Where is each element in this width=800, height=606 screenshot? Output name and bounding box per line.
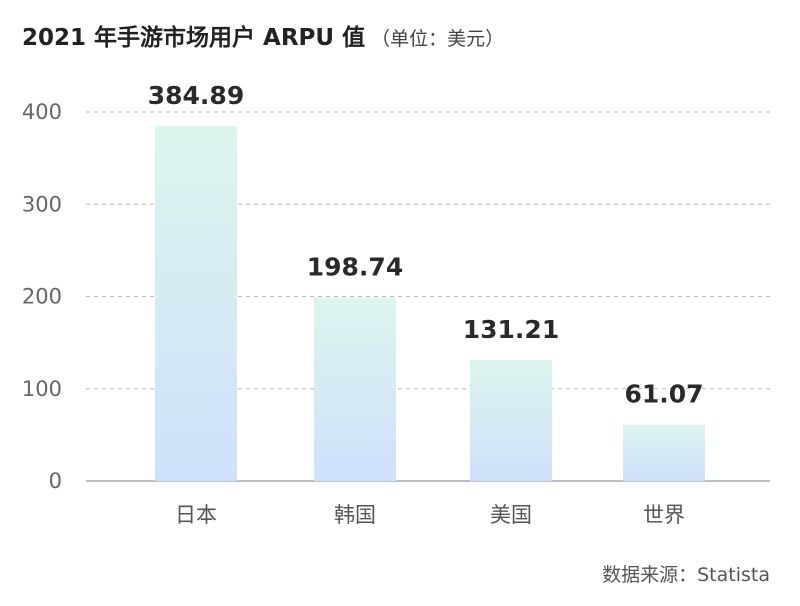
- y-axis-ticks: 0 100 200 300 400: [22, 100, 62, 493]
- y-tick-label: 0: [49, 469, 62, 493]
- y-tick-label: 100: [22, 377, 62, 401]
- chart-title: 2021 年手游市场用户 ARPU 值: [22, 25, 366, 51]
- y-tick-label: 300: [22, 192, 62, 216]
- x-category-label: 美国: [490, 503, 532, 527]
- bars: [155, 125, 705, 482]
- y-tick-label: 400: [22, 100, 62, 124]
- bar: [155, 125, 237, 482]
- data-label: 131.21: [463, 315, 559, 344]
- bar: [470, 359, 552, 481]
- chart-subtitle: （单位：美元）: [371, 28, 505, 50]
- source-note: 数据来源：Statista: [602, 564, 770, 586]
- y-tick-label: 200: [22, 285, 62, 309]
- x-category-label: 世界: [643, 503, 685, 527]
- x-category-label: 韩国: [334, 503, 376, 527]
- bar: [314, 297, 396, 481]
- bar: [623, 424, 705, 481]
- data-label: 198.74: [307, 253, 403, 282]
- data-label: 384.89: [148, 81, 244, 110]
- x-axis-categories: 日本 韩国 美国 世界: [175, 503, 685, 527]
- data-label: 61.07: [624, 380, 703, 409]
- chart-title-row: 2021 年手游市场用户 ARPU 值 （单位：美元）: [22, 18, 504, 58]
- x-category-label: 日本: [175, 503, 217, 527]
- data-labels: 384.89 198.74 131.21 61.07: [148, 81, 704, 409]
